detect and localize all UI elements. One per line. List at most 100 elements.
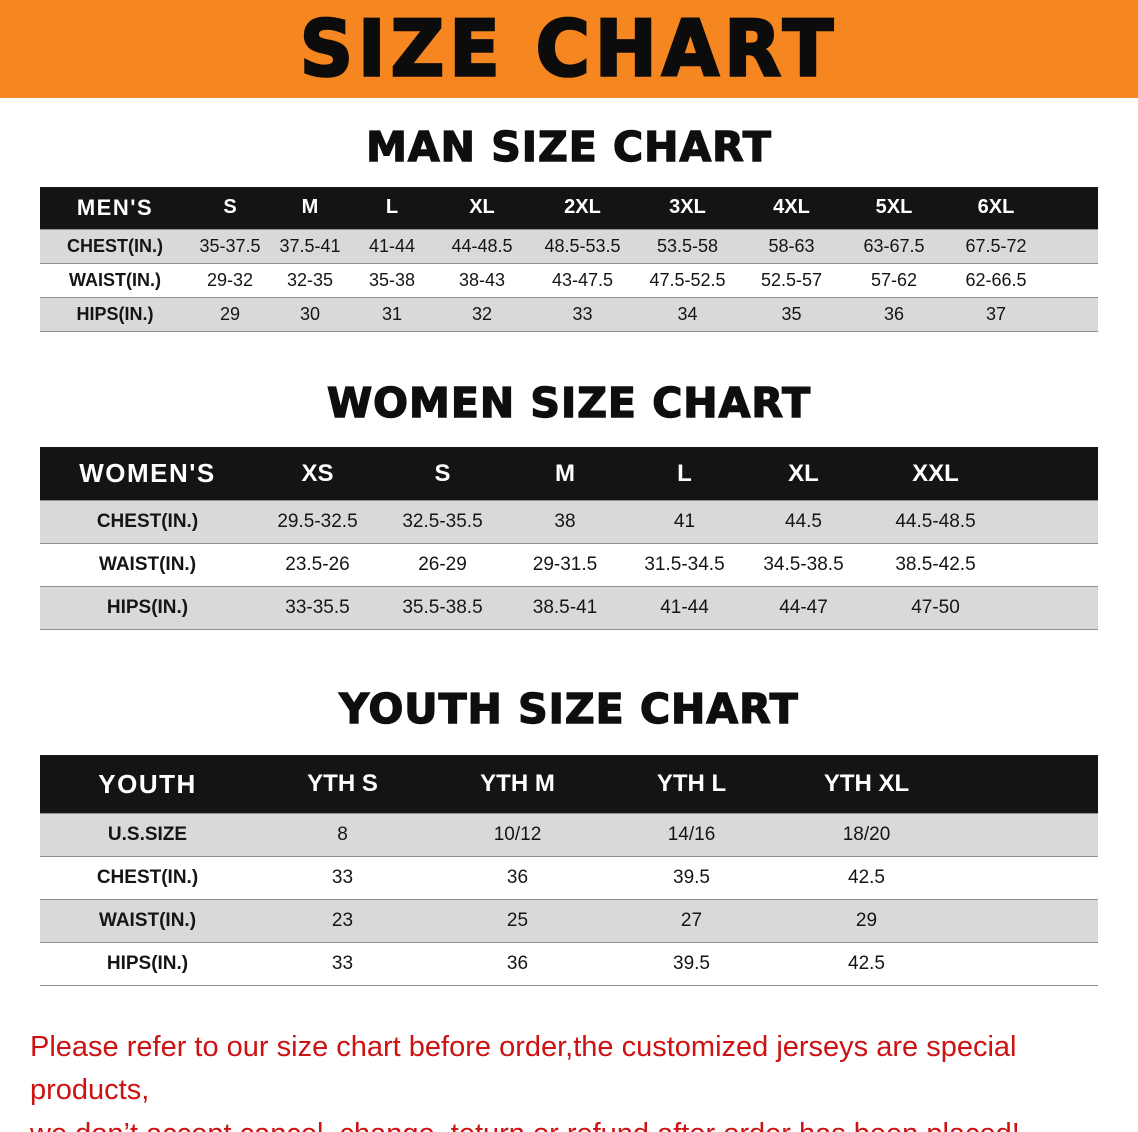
size-cell: 34 — [635, 296, 740, 332]
size-cell: 44.5-48.5 — [863, 500, 1008, 545]
size-cell: 29 — [190, 296, 270, 332]
size-cell: 35-37.5 — [190, 228, 270, 264]
filler-cell — [955, 855, 1098, 900]
size-cell: 8 — [255, 812, 430, 857]
table-row: U.S.SIZE 8 10/12 14/16 18/20 — [40, 812, 1098, 857]
disclaimer: Please refer to our size chart before or… — [30, 1026, 1108, 1132]
size-cell: 30 — [270, 296, 350, 332]
size-cell: 14/16 — [605, 812, 778, 857]
size-cell: 41 — [625, 500, 744, 545]
column-header: YTH S — [255, 755, 430, 814]
table-row: WAIST(IN.) 23 25 27 29 — [40, 898, 1098, 943]
size-cell: 41-44 — [350, 228, 434, 264]
column-header: M — [505, 446, 625, 501]
column-header: XL — [434, 187, 530, 230]
filler-cell — [955, 898, 1098, 943]
filler-cell — [955, 755, 1098, 814]
size-cell: 36 — [430, 855, 605, 900]
table-row: CHEST(IN.) 35-37.5 37.5-41 41-44 44-48.5… — [40, 228, 1098, 264]
table-row: HIPS(IN.) 33-35.5 35.5-38.5 38.5-41 41-4… — [40, 586, 1098, 631]
column-header: 3XL — [635, 187, 740, 230]
size-cell: 36 — [430, 941, 605, 986]
row-label: U.S.SIZE — [40, 812, 255, 857]
size-cell: 33 — [255, 941, 430, 986]
table-header-row: WOMEN'S XS S M L XL XXL — [40, 446, 1098, 501]
size-cell: 39.5 — [605, 941, 778, 986]
row-label: HIPS(IN.) — [40, 586, 255, 631]
filler-cell — [1008, 500, 1098, 545]
table-row: HIPS(IN.) 33 36 39.5 42.5 — [40, 941, 1098, 986]
men-section-heading: MAN SIZE CHART — [365, 123, 772, 172]
table-header-row: YOUTH YTH S YTH M YTH L YTH XL — [40, 755, 1098, 814]
filler-cell — [1008, 586, 1098, 631]
size-cell: 31.5-34.5 — [625, 543, 744, 588]
column-header: M — [270, 187, 350, 230]
column-header: S — [380, 446, 505, 501]
filler-cell — [1047, 262, 1098, 298]
column-header: 2XL — [530, 187, 635, 230]
size-cell: 42.5 — [778, 855, 955, 900]
column-header: L — [350, 187, 434, 230]
size-cell: 35-38 — [350, 262, 434, 298]
size-cell: 32.5-35.5 — [380, 500, 505, 545]
row-label: HIPS(IN.) — [40, 296, 190, 332]
filler-cell — [955, 812, 1098, 857]
size-cell: 33-35.5 — [255, 586, 380, 631]
size-cell: 47.5-52.5 — [635, 262, 740, 298]
size-cell: 52.5-57 — [740, 262, 843, 298]
row-label: HIPS(IN.) — [40, 941, 255, 986]
table-row: CHEST(IN.) 29.5-32.5 32.5-35.5 38 41 44.… — [40, 500, 1098, 545]
filler-cell — [955, 941, 1098, 986]
size-cell: 29-31.5 — [505, 543, 625, 588]
youth-table-label: YOUTH — [40, 755, 255, 814]
size-cell: 41-44 — [625, 586, 744, 631]
size-cell: 18/20 — [778, 812, 955, 857]
size-cell: 25 — [430, 898, 605, 943]
disclaimer-line-1: Please refer to our size chart before or… — [30, 1030, 1017, 1107]
size-cell: 63-67.5 — [843, 228, 945, 264]
women-table-label: WOMEN'S — [40, 446, 255, 501]
size-cell: 44.5 — [744, 500, 863, 545]
row-label: CHEST(IN.) — [40, 500, 255, 545]
filler-cell — [1047, 228, 1098, 264]
men-table-label: MEN'S — [40, 187, 190, 230]
size-cell: 44-47 — [744, 586, 863, 631]
size-cell: 62-66.5 — [945, 262, 1047, 298]
row-label: CHEST(IN.) — [40, 228, 190, 264]
size-cell: 38.5-42.5 — [863, 543, 1008, 588]
size-cell: 29.5-32.5 — [255, 500, 380, 545]
size-cell: 33 — [255, 855, 430, 900]
size-cell: 43-47.5 — [530, 262, 635, 298]
size-cell: 38 — [505, 500, 625, 545]
size-cell: 44-48.5 — [434, 228, 530, 264]
filler-cell — [1008, 446, 1098, 501]
size-cell: 36 — [843, 296, 945, 332]
column-header: S — [190, 187, 270, 230]
size-cell: 67.5-72 — [945, 228, 1047, 264]
size-cell: 23.5-26 — [255, 543, 380, 588]
column-header: YTH L — [605, 755, 778, 814]
size-cell: 34.5-38.5 — [744, 543, 863, 588]
size-cell: 58-63 — [740, 228, 843, 264]
size-cell: 38-43 — [434, 262, 530, 298]
size-cell: 42.5 — [778, 941, 955, 986]
table-header-row: MEN'S S M L XL 2XL 3XL 4XL 5XL 6XL — [40, 187, 1098, 230]
size-cell: 23 — [255, 898, 430, 943]
size-cell: 38.5-41 — [505, 586, 625, 631]
table-row: HIPS(IN.) 29 30 31 32 33 34 35 36 37 — [40, 296, 1098, 332]
table-row: WAIST(IN.) 29-32 32-35 35-38 38-43 43-47… — [40, 262, 1098, 298]
size-cell: 29-32 — [190, 262, 270, 298]
youth-section-heading: YOUTH SIZE CHART — [339, 685, 799, 734]
column-header: L — [625, 446, 744, 501]
table-row: WAIST(IN.) 23.5-26 26-29 29-31.5 31.5-34… — [40, 543, 1098, 588]
column-header: 6XL — [945, 187, 1047, 230]
size-cell: 39.5 — [605, 855, 778, 900]
size-cell: 32 — [434, 296, 530, 332]
banner-title: SIZE CHART — [299, 3, 839, 95]
size-cell: 10/12 — [430, 812, 605, 857]
women-size-table: WOMEN'S XS S M L XL XXL CHEST(IN.) 29.5-… — [40, 446, 1098, 631]
column-header: XS — [255, 446, 380, 501]
size-cell: 27 — [605, 898, 778, 943]
column-header: YTH M — [430, 755, 605, 814]
